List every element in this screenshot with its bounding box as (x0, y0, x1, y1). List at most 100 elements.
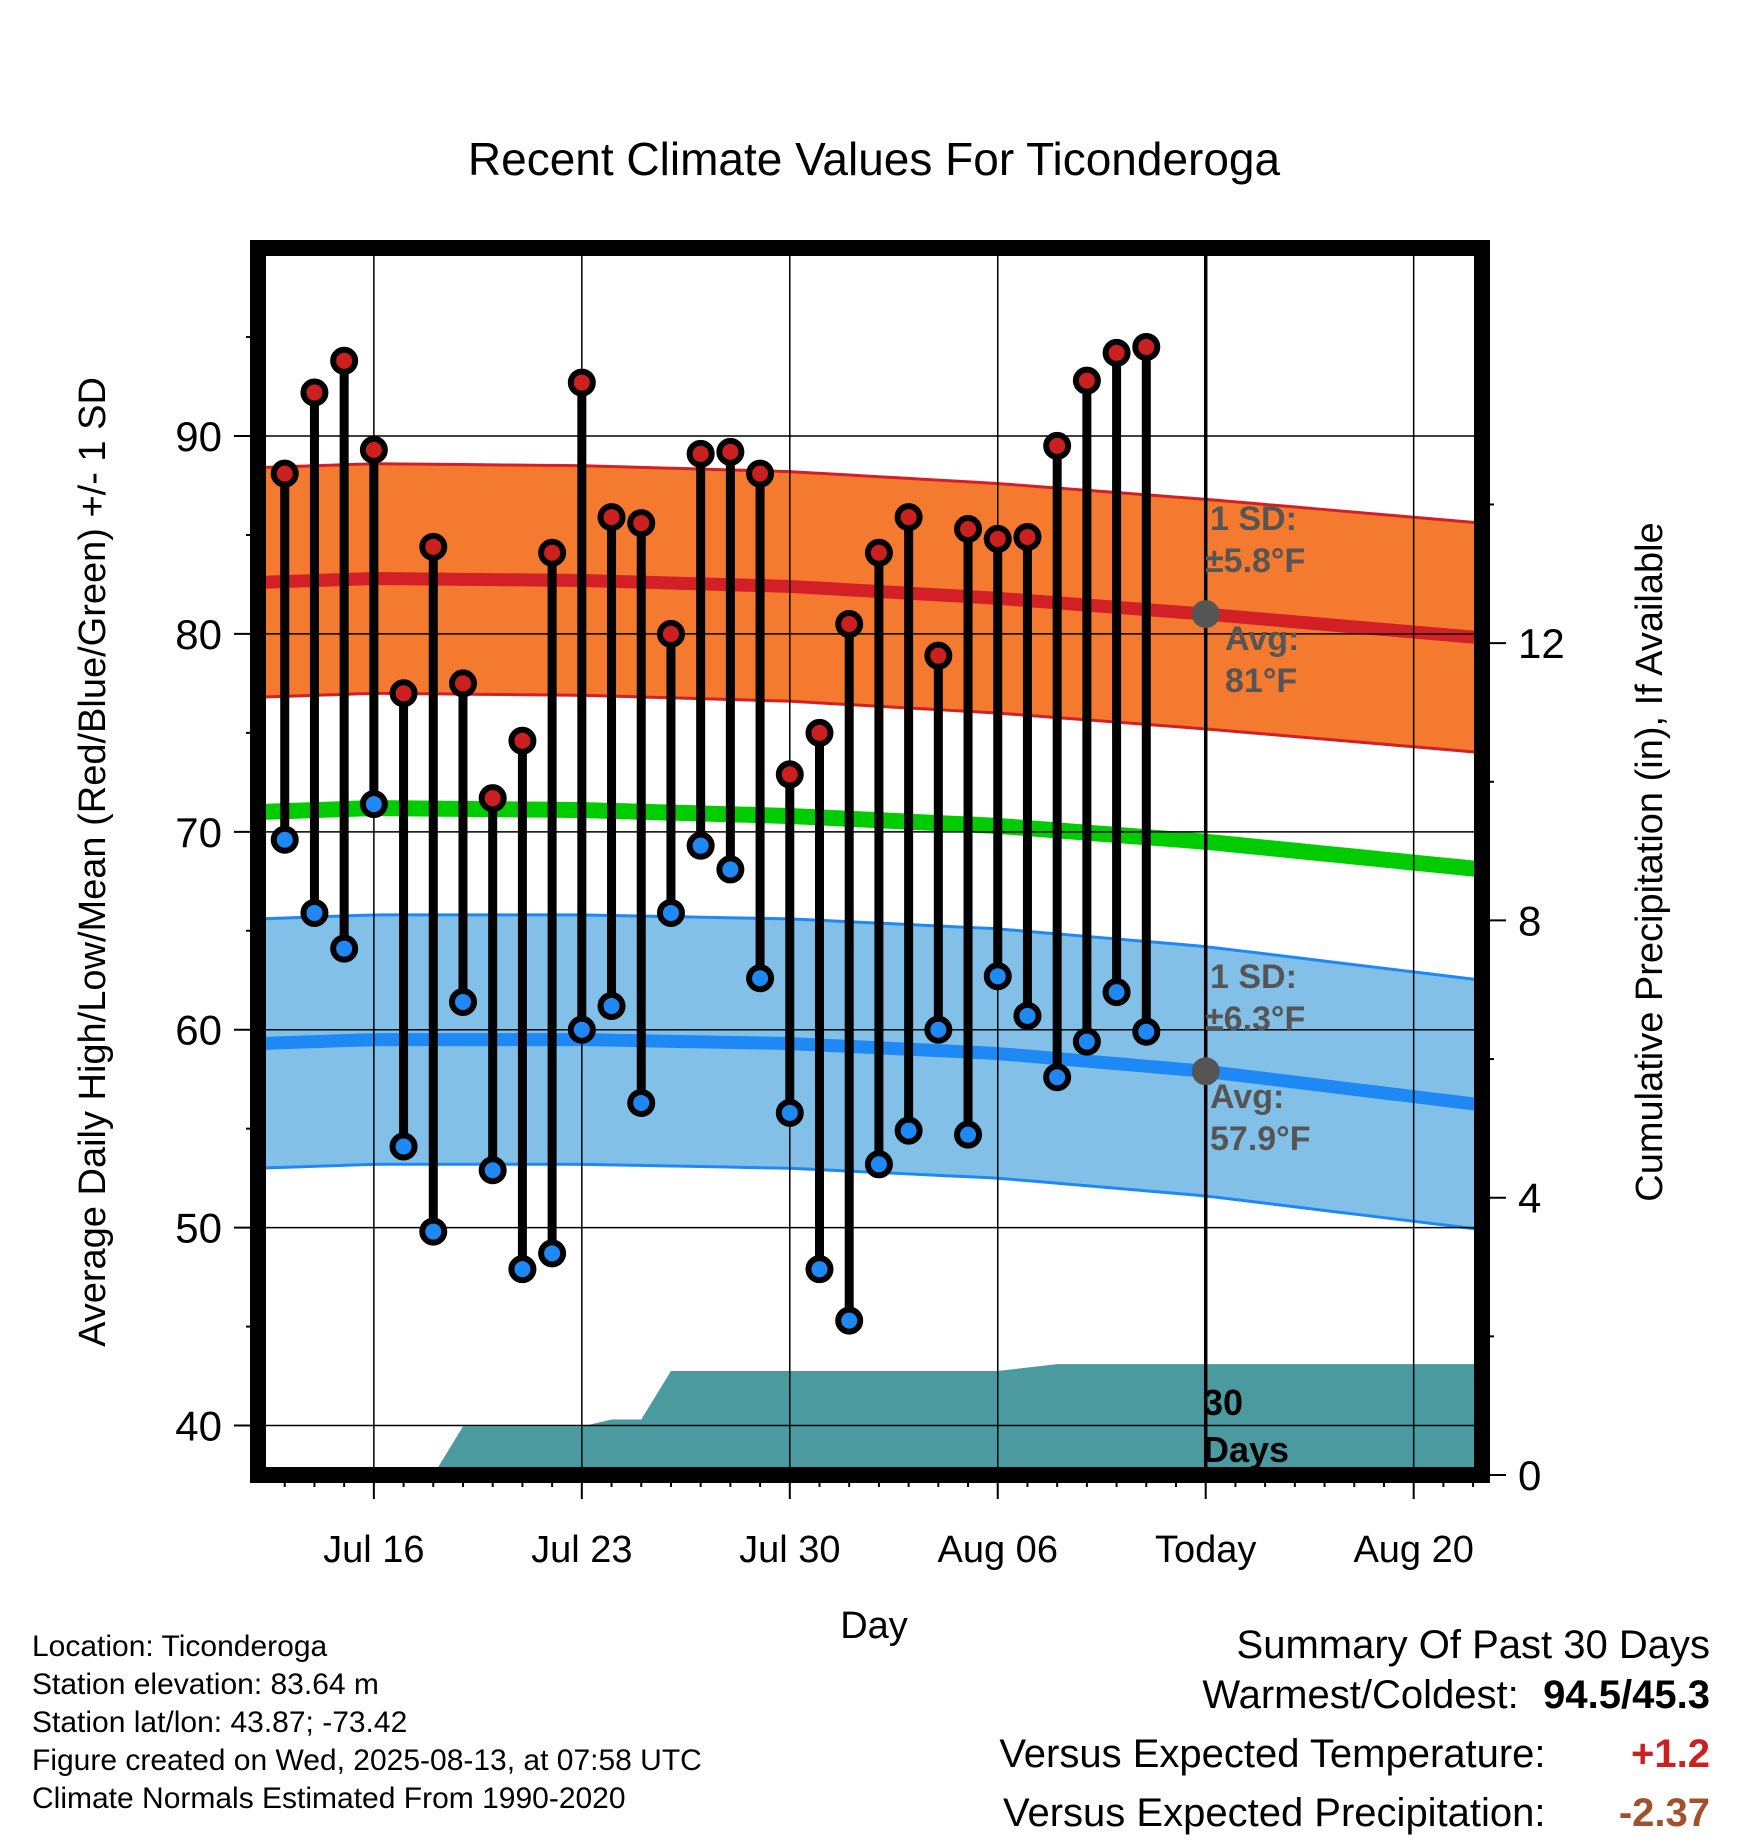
daily-low-point (1072, 1027, 1101, 1056)
y-tick-label: 80 (175, 611, 222, 658)
days-annotation: 30 Days (1203, 1382, 1289, 1470)
x-tick-label: Aug 06 (938, 1529, 1058, 1571)
daily-low-point (508, 1255, 537, 1284)
daily-high-point (775, 760, 804, 789)
daily-high-point (924, 641, 953, 670)
temp-label: Versus Expected Temperature: (999, 1732, 1546, 1776)
daily-high-point (1013, 522, 1042, 551)
y-tick-label: 50 (175, 1205, 222, 1252)
daily-high-point (389, 679, 418, 708)
daily-low-point (1043, 1063, 1072, 1092)
warmest-label: Warmest/Coldest: (1202, 1673, 1519, 1717)
precip-departure-value: -2.37 (1618, 1791, 1710, 1835)
y2-tick-label: 12 (1518, 620, 1565, 667)
daily-low-point (1102, 978, 1131, 1007)
daily-low-point (1132, 1017, 1161, 1046)
low-avg-label: Avg: (1210, 1078, 1284, 1116)
daily-high-point (656, 619, 685, 648)
daily-low-point (1013, 1001, 1042, 1030)
daily-high-point (300, 378, 329, 407)
y-tick-label: 60 (175, 1007, 222, 1054)
daily-low-point (627, 1088, 656, 1117)
high-avg-label: Avg: (1225, 620, 1299, 658)
y-tick-label: 70 (175, 809, 222, 856)
daily-high-point (835, 610, 864, 639)
today-high-avg-marker (1191, 600, 1220, 629)
daily-low-point (478, 1156, 507, 1185)
daily-low-point (270, 825, 299, 854)
daily-low-point (954, 1120, 983, 1149)
daily-high-point (359, 435, 388, 464)
daily-low-point (330, 934, 359, 963)
y2-tick-label: 8 (1518, 897, 1541, 944)
daily-low-point (538, 1239, 567, 1268)
summary-panel: Summary Of Past 30 Days Warmest/Coldest:… (999, 1620, 1710, 1847)
elevation-text: Station elevation: 83.64 m (32, 1668, 379, 1701)
days-word: Days (1203, 1429, 1289, 1470)
low-annotation: 1 SD: ±6.3°F Avg: 57.9°F (1205, 958, 1311, 1158)
daily-low-point (686, 831, 715, 860)
daily-high-point (1043, 431, 1072, 460)
daily-high-point (1102, 338, 1131, 367)
daily-high-point (983, 524, 1012, 553)
daily-high-point (1132, 332, 1161, 361)
y-tick-label: 90 (175, 413, 222, 460)
x-tick-label: Aug 20 (1353, 1529, 1473, 1571)
daily-low-point (864, 1150, 893, 1179)
y-axis-label: Average Daily High/Low/Mean (Red/Blue/Gr… (72, 377, 114, 1347)
daily-high-point (270, 459, 299, 488)
low-sd-label: 1 SD: (1210, 958, 1297, 996)
station-info: Location: Ticonderoga Station elevation:… (32, 1628, 702, 1818)
daily-low-point (597, 991, 626, 1020)
latlon-text: Station lat/lon: 43.87; -73.42 (32, 1706, 408, 1739)
x-axis-label: Day (840, 1605, 908, 1647)
daily-high-point (746, 459, 775, 488)
daily-low-point (983, 962, 1012, 991)
daily-high-point (894, 503, 923, 532)
low-sd-value: ±6.3°F (1205, 1000, 1305, 1038)
normals-text: Climate Normals Estimated From 1990-2020 (32, 1782, 626, 1815)
daily-low-point (389, 1132, 418, 1161)
temp-departure-value: +1.2 (1631, 1732, 1710, 1776)
daily-high-point (686, 439, 715, 468)
normal-high-upper-edge (258, 462, 1482, 525)
daily-low-point (894, 1116, 923, 1145)
location-text: Location: Ticonderoga (32, 1630, 328, 1663)
daily-high-point (805, 718, 834, 747)
plot-area (258, 248, 1482, 1475)
low-avg-value: 57.9°F (1210, 1120, 1311, 1158)
axes: 40 50 60 70 80 90 0 4 8 12 Jul 16 Jul 23 Jul 30 Aug 0… (175, 240, 1565, 1571)
high-avg-value: 81°F (1225, 662, 1297, 700)
daily-high-point (716, 437, 745, 466)
today-low-avg-marker (1191, 1057, 1220, 1086)
chart-title: Recent Climate Values For Ticonderoga (468, 133, 1281, 185)
summary-title: Summary Of Past 30 Days (1236, 1623, 1710, 1667)
normal-mean-line (258, 800, 1482, 878)
daily-low-point (448, 988, 477, 1017)
x-tick-label: Jul 30 (739, 1529, 840, 1571)
daily-low-point (746, 964, 775, 993)
daily-high-point (538, 538, 567, 567)
daily-low-point (716, 855, 745, 884)
daily-high-point (954, 515, 983, 544)
x-tick-label: Jul 23 (531, 1529, 632, 1571)
daily-high-point (448, 669, 477, 698)
daily-high-point (478, 784, 507, 813)
high-sd-value: ±5.8°F (1205, 542, 1305, 580)
daily-high-point (567, 368, 596, 397)
daily-low-point (775, 1098, 804, 1127)
high-sd-label: 1 SD: (1210, 500, 1297, 538)
daily-high-point (864, 538, 893, 567)
daily-high-point (1072, 366, 1101, 395)
x-tick-label: Jul 16 (323, 1529, 424, 1571)
plot-content (258, 248, 1482, 1475)
daily-low-point (805, 1255, 834, 1284)
daily-low-point (924, 1015, 953, 1044)
daily-high-point (508, 726, 537, 755)
created-text: Figure created on Wed, 2025-08-13, at 07… (32, 1744, 702, 1777)
x-tick-label: Today (1155, 1529, 1256, 1571)
daily-low-point (419, 1217, 448, 1246)
y2-tick-label: 0 (1518, 1452, 1541, 1499)
warmest-value: 94.5/45.3 (1543, 1673, 1710, 1717)
